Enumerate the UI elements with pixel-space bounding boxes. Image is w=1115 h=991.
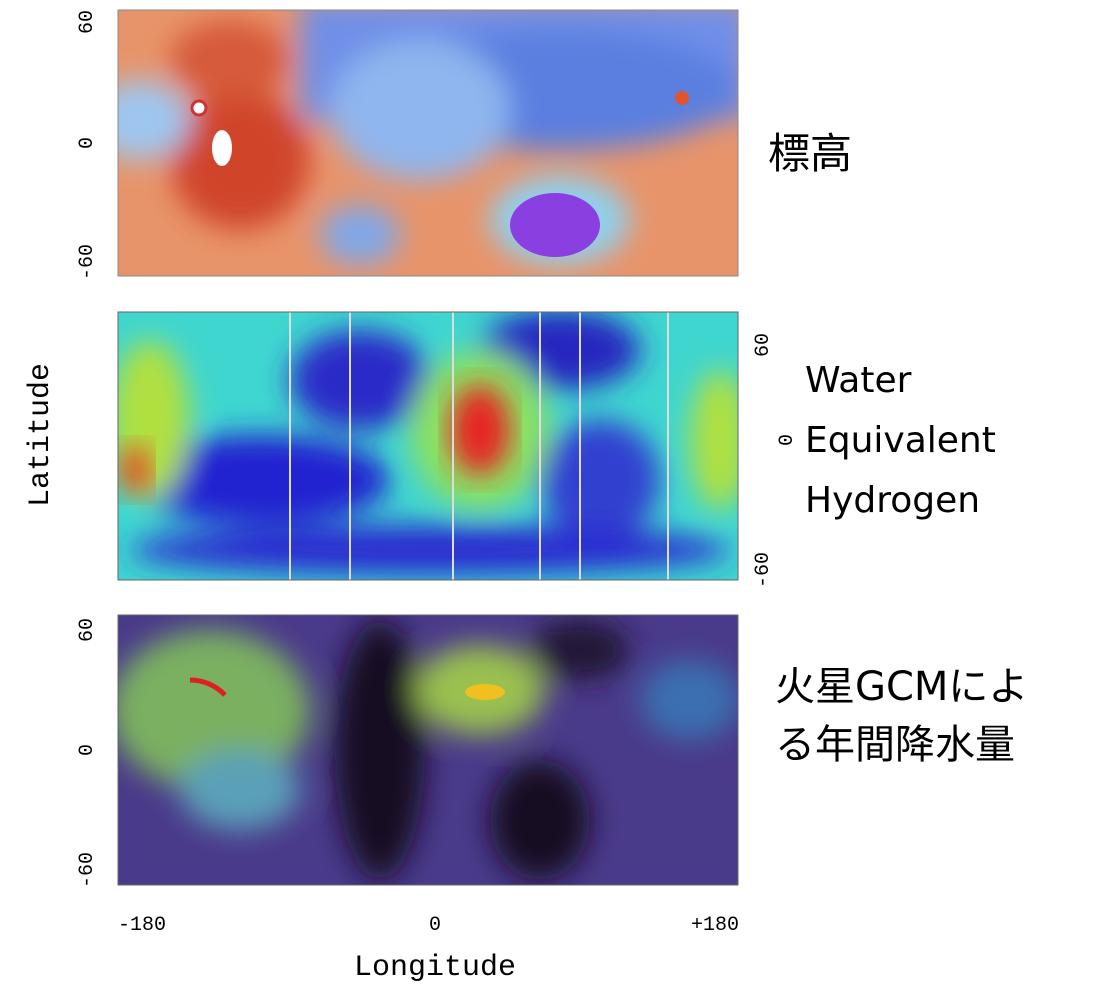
x-axis-label: Longitude bbox=[354, 951, 516, 985]
panel-label: Hydrogen bbox=[805, 480, 980, 521]
y-tick-label: -60 bbox=[76, 244, 99, 280]
y-tick-label: 0 bbox=[76, 137, 99, 149]
y-tick-label: 0 bbox=[776, 434, 799, 446]
hydrogen-map bbox=[110, 310, 750, 580]
y-tick-label: 60 bbox=[76, 10, 99, 34]
panel-label: 火星GCMによ bbox=[775, 664, 1028, 710]
x-tick-label: +180 bbox=[691, 914, 739, 937]
panel-label: る年間降水量 bbox=[775, 722, 1015, 768]
x-tick-label: -180 bbox=[118, 914, 166, 937]
figure: Latitude Longitude -180 0 +180 60 0 -60 … bbox=[0, 0, 1115, 991]
precipitation-map bbox=[110, 615, 740, 885]
y-tick-label: -60 bbox=[752, 552, 775, 588]
y-tick-label: 60 bbox=[752, 333, 775, 357]
panel-label: Water bbox=[805, 360, 912, 401]
elevation-map bbox=[90, 0, 750, 276]
y-axis-label: Latitude bbox=[24, 363, 58, 507]
x-tick-label: 0 bbox=[429, 914, 441, 937]
panel-label: 標高 bbox=[768, 129, 852, 178]
panel-label: Equivalent bbox=[805, 420, 996, 461]
y-tick-label: -60 bbox=[76, 852, 99, 888]
y-tick-label: 0 bbox=[76, 744, 99, 756]
y-tick-label: 60 bbox=[76, 618, 99, 642]
